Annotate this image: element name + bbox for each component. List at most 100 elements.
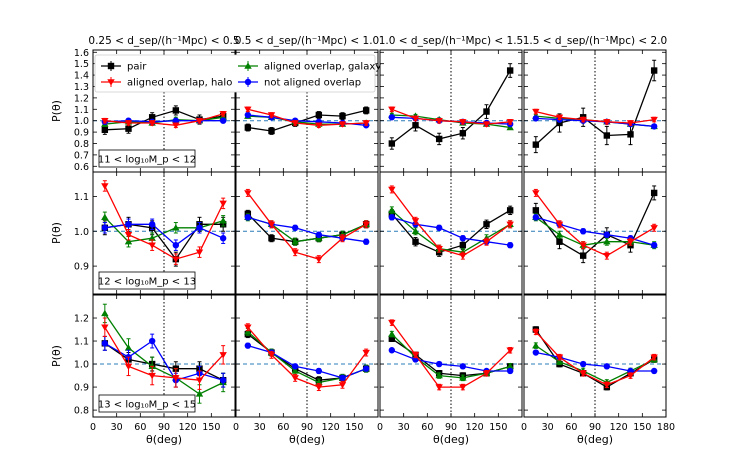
series-galaxy <box>244 327 370 387</box>
data-point-pair <box>650 67 658 74</box>
x-tick-label: 90 <box>301 422 313 433</box>
data-point-halo <box>267 112 276 119</box>
data-point-halo <box>291 375 299 382</box>
x-tick-label: 150 <box>489 422 507 433</box>
mass-label-box <box>98 271 196 290</box>
data-point-pair <box>101 126 109 134</box>
series-line-halo <box>104 326 224 381</box>
data-point-notaligned <box>101 340 109 347</box>
data-point-halo <box>244 106 252 113</box>
legend-item-pair: pair <box>101 61 147 73</box>
data-point-notaligned <box>291 363 299 370</box>
data-point-pair <box>315 111 323 119</box>
data-point-galaxy <box>603 238 611 245</box>
column-title-2: 0.5 < d_sep/(h⁻¹Mpc) < 1.0 <box>235 35 380 47</box>
series-line-pair <box>104 342 224 381</box>
data-point-halo <box>101 183 109 190</box>
mass-label-text: 13 < log₁₀M_p < 15 <box>98 400 196 411</box>
legend-item-notaligned: not aligned overlap <box>238 77 361 89</box>
data-point-halo <box>195 117 204 125</box>
data-point-halo <box>219 200 227 208</box>
data-point-notaligned <box>579 360 587 368</box>
data-point-notaligned <box>459 363 467 370</box>
series-line-pair <box>247 109 367 132</box>
data-point-galaxy <box>244 328 252 335</box>
data-point-notaligned <box>603 231 611 238</box>
data-point-halo <box>101 324 109 331</box>
panel-r2-c1: 0.9 1.0 1.1 12 < log₁₀M_p < 13 <box>74 171 236 295</box>
data-point-pair <box>268 127 275 135</box>
series-halo <box>532 328 658 389</box>
data-point-halo <box>626 372 635 380</box>
column-title-text: 1.0 < d_sep/(h⁻¹Mpc) < 1.5 <box>379 35 524 47</box>
data-point-notaligned <box>388 347 396 354</box>
series-line-halo <box>247 108 367 126</box>
data-point-halo <box>532 108 540 116</box>
y-tick-label: 1.4 <box>74 71 89 82</box>
data-point-pair <box>412 122 419 129</box>
legend-box <box>94 54 376 93</box>
data-point-halo <box>482 121 491 128</box>
x-axis-label-col-2: θ(deg) <box>289 433 325 446</box>
y-tick-label: 1.5 <box>74 59 89 70</box>
series-line-galaxy <box>391 333 511 379</box>
legend-label: pair <box>127 62 147 73</box>
x-axis-label-col-3: θ(deg) <box>433 433 469 446</box>
y-tick-label: 0.9 <box>74 383 89 394</box>
data-point-notaligned <box>244 111 252 119</box>
data-point-pair <box>388 140 396 147</box>
data-point-pair <box>339 112 346 120</box>
data-point-halo <box>195 377 204 384</box>
legend-marker-pair <box>107 62 115 70</box>
data-point-galaxy <box>532 341 540 349</box>
y-tick-label: 1.1 <box>74 192 89 203</box>
data-point-pair <box>483 108 490 115</box>
x-tick-label: 180 <box>657 422 675 433</box>
data-point-halo <box>435 384 443 391</box>
panel-r1-c4 <box>523 49 667 173</box>
y-tick-label: 1.0 <box>74 116 89 127</box>
data-point-galaxy <box>101 213 109 221</box>
x-tick-label: 30 <box>398 422 410 433</box>
series-line-halo <box>535 192 655 257</box>
x-tick-label: 90 <box>589 422 601 433</box>
data-point-halo <box>315 122 323 129</box>
data-point-halo <box>291 249 299 256</box>
x-tick-label: 150 <box>202 422 220 433</box>
mass-label-box <box>98 394 196 413</box>
data-point-halo <box>148 120 156 127</box>
data-point-halo <box>124 363 133 371</box>
panel-r2-c3 <box>379 171 523 295</box>
data-point-halo <box>172 122 180 129</box>
data-point-halo <box>482 239 491 246</box>
legend-item-galaxy: aligned overlap, galaxy <box>238 61 381 73</box>
panel-r1-c2 <box>235 49 379 173</box>
data-point-notaligned <box>219 376 227 384</box>
data-point-pair <box>125 125 132 132</box>
x-tick-label: 120 <box>322 422 340 433</box>
data-point-notaligned <box>148 221 156 228</box>
x-tick-label: 30 <box>111 422 123 433</box>
series-pair <box>388 63 514 150</box>
y-tick-label: 0.9 <box>74 262 89 273</box>
series-halo <box>101 111 227 129</box>
data-point-pair <box>556 238 563 245</box>
data-point-pair <box>362 107 370 114</box>
column-title-1: 0.25 < d_sep/(h⁻¹Mpc) < 0.5 <box>88 35 239 47</box>
data-point-notaligned <box>362 365 370 372</box>
data-point-notaligned <box>148 337 156 345</box>
legend-marker-galaxy <box>244 62 252 69</box>
x-tick-label: 90 <box>445 422 457 433</box>
data-point-halo <box>388 186 396 194</box>
data-point-notaligned <box>362 238 370 245</box>
data-point-notaligned <box>435 224 443 231</box>
data-point-galaxy <box>459 374 467 381</box>
series-line-notaligned <box>104 340 224 381</box>
series-line-halo <box>391 108 511 125</box>
data-point-halo <box>291 120 299 127</box>
y-tick-label: 0.8 <box>74 406 89 417</box>
series-line-pair <box>535 192 655 257</box>
data-point-pair <box>627 131 634 138</box>
panel-r2-c4 <box>523 171 667 295</box>
legend-label: aligned overlap, halo <box>127 78 232 89</box>
